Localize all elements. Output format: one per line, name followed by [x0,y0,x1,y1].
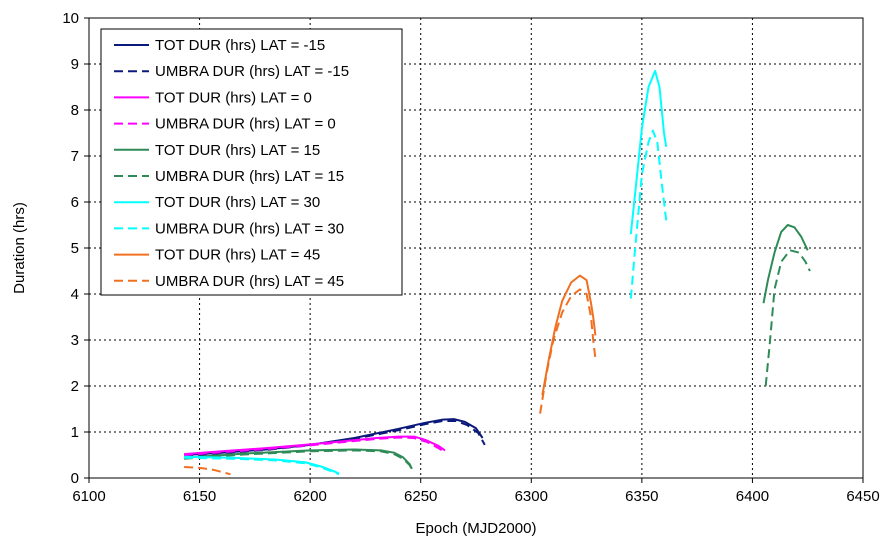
x-axis-title: Epoch (MJD2000) [416,520,537,537]
series-line [629,129,668,299]
legend-label: UMBRA DUR (hrs) LAT = 0 [155,116,336,133]
series-line [539,288,597,414]
series-line [184,449,413,471]
y-tick-label: 5 [71,240,79,257]
series-line [184,435,446,456]
legend: TOT DUR (hrs) LAT = -15 UMBRA DUR (hrs) L… [100,28,403,296]
x-tick-label: 6400 [736,488,769,505]
x-tick-label: 6150 [183,488,216,505]
y-tick-label: 3 [71,332,79,349]
y-tick-label: 7 [71,148,79,165]
y-tick-label: 9 [71,56,79,73]
legend-box [100,28,403,296]
y-tick-label: 8 [71,102,79,119]
series-group [184,69,811,476]
y-tick-label: 4 [71,286,79,303]
x-tick-label: 6200 [293,488,326,505]
y-tick-label: 6 [71,194,79,211]
legend-label: TOT DUR (hrs) LAT = 45 [155,247,320,264]
y-axis-title: Duration (hrs) [11,202,28,294]
series-line [764,249,811,387]
series-line [184,466,231,476]
y-tick-label: 10 [62,10,79,27]
legend-label: UMBRA DUR (hrs) LAT = -15 [155,63,349,80]
series-line [184,456,340,476]
series-line [762,224,809,304]
legend-label: TOT DUR (hrs) LAT = 15 [155,142,320,159]
legend-label: TOT DUR (hrs) LAT = 30 [155,194,320,211]
x-tick-label: 6450 [846,488,879,505]
legend-label: UMBRA DUR (hrs) LAT = 45 [155,273,344,290]
y-tick-label: 1 [71,424,79,441]
x-tick-label: 6300 [515,488,548,505]
series-line [629,69,668,235]
x-tick-label: 6250 [404,488,437,505]
legend-label: TOT DUR (hrs) LAT = 0 [155,89,312,106]
legend-label: TOT DUR (hrs) LAT = -15 [155,37,325,54]
y-tick-label: 0 [71,470,79,487]
y-tick-label: 2 [71,378,79,395]
x-tick-label: 6350 [625,488,658,505]
tick-labels: 6100 6150 6200 6250 6300 6350 6400 6450 0 1 2 3 4 5 6 7… [62,10,879,505]
legend-label: UMBRA DUR (hrs) LAT = 15 [155,168,344,185]
legend-label: UMBRA DUR (hrs) LAT = 30 [155,220,344,237]
x-tick-label: 6100 [72,488,105,505]
